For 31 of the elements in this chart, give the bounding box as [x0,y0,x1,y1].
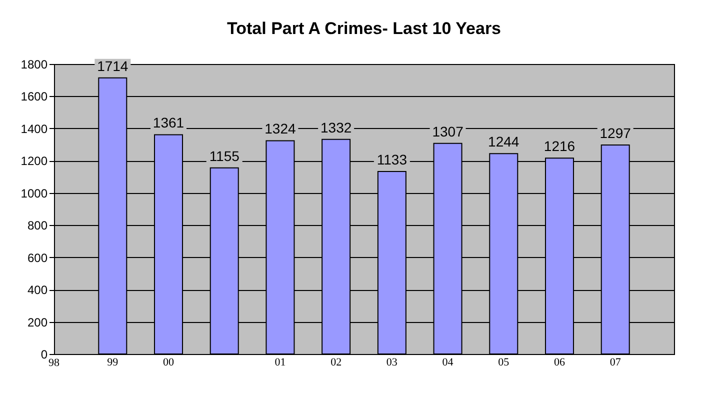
data-label: 1216 [544,138,576,154]
data-label: 1133 [376,151,408,168]
x-tick-label: 05 [498,356,510,368]
x-tick-label: 01 [274,356,286,368]
x-tick-label: 99 [107,356,119,368]
y-tick-label: 400 [27,283,48,298]
data-label: 1297 [600,125,632,142]
y-tick-label: 200 [27,315,48,330]
chart-title: Total Part A Crimes- Last 10 Years [226,19,502,38]
y-tick-label: 1800 [20,58,48,72]
data-label: 1307 [432,123,464,140]
x-tick-label: 00 [163,356,175,368]
x-tick-label: 03 [386,356,398,368]
data-label: 1714 [97,58,128,74]
data-label: 1244 [488,134,520,150]
y-tick-label: 1000 [20,186,48,200]
data-label: 1332 [320,119,352,136]
text: 98 [48,357,60,369]
x-tick-label: 06 [554,356,566,368]
y-tick-label: 800 [27,218,48,233]
x-tick-label: 07 [610,356,622,368]
y-tick-label: 600 [27,250,48,265]
y-tick-label: 1600 [20,90,48,104]
data-label: 1324 [264,120,296,137]
data-label: 1361 [152,114,184,131]
y-tick-label: 1200 [20,154,48,168]
x-tick-label: 02 [330,356,342,368]
y-tick-label: 1400 [20,122,48,136]
data-label: 1155 [209,148,240,164]
x-tick-label: 04 [442,356,454,368]
y-tick-label: 0 [40,348,48,362]
